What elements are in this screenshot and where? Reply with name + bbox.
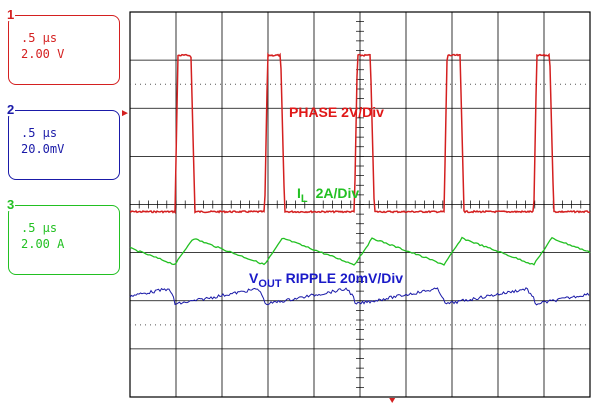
vout-label-rest: RIPPLE 20mV/Div bbox=[286, 270, 404, 286]
channel-1-scale: 2.00 V bbox=[21, 47, 65, 61]
channel-3-time: .5 μs bbox=[21, 221, 58, 235]
channel-3-box: 3 .5 μs 2.00 A bbox=[6, 198, 120, 275]
channel-3-settings: .5 μs 2.00 A bbox=[21, 220, 64, 252]
channel-3-number: 3 bbox=[6, 197, 16, 212]
channel-2-box: 2 .5 μs 20.0mV bbox=[6, 103, 120, 180]
vout-label-sub: OUT bbox=[258, 278, 282, 290]
phase-trace bbox=[129, 52, 591, 215]
channel-2-settings: .5 μs 20.0mV bbox=[21, 125, 64, 157]
channel-1-number: 1 bbox=[6, 7, 16, 22]
vout-ripple-trace bbox=[129, 287, 590, 306]
channel-2-time: .5 μs bbox=[21, 126, 58, 140]
il-label-sub: L bbox=[301, 193, 308, 205]
channel-markers bbox=[122, 110, 396, 403]
inductor-current-trace bbox=[129, 236, 591, 266]
channel-3-scale: 2.00 A bbox=[21, 237, 65, 251]
channel-2-scale: 20.0mV bbox=[21, 142, 65, 156]
il-label-main: I bbox=[297, 185, 301, 201]
il-label: IL 2A/Div bbox=[297, 185, 359, 205]
channel-1-settings: .5 μs 2.00 V bbox=[21, 30, 64, 62]
phase-label: PHASE 2V/Div bbox=[289, 104, 384, 120]
channel-1-box: 1 .5 μs 2.00 V bbox=[6, 8, 120, 85]
trigger-position-marker bbox=[389, 398, 396, 403]
channel-1-time: .5 μs bbox=[21, 31, 58, 45]
channel-2-number: 2 bbox=[6, 102, 16, 117]
vout-label-main: V bbox=[249, 270, 259, 286]
vout-label: VOUT RIPPLE 20mV/Div bbox=[249, 270, 403, 290]
trigger-level-marker bbox=[122, 110, 128, 117]
graticule bbox=[129, 11, 591, 398]
il-label-rest: 2A/Div bbox=[316, 185, 360, 201]
